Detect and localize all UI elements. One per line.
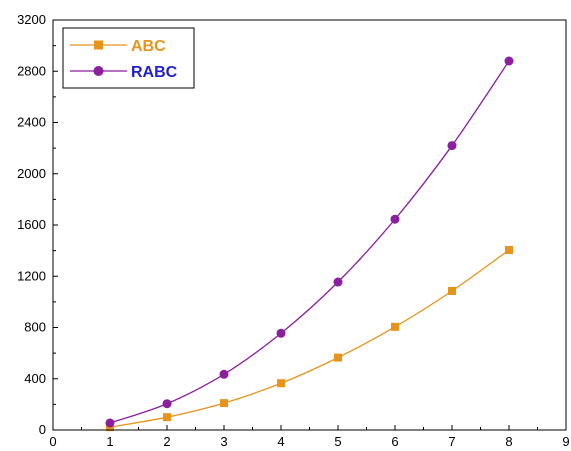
series-line-rabc xyxy=(109,60,510,424)
legend-label: RABC xyxy=(131,64,178,81)
y-tick-label: 3200 xyxy=(17,12,46,27)
data-point-rabc xyxy=(276,328,286,338)
y-tick-label: 0 xyxy=(39,422,46,437)
y-tick-label: 2000 xyxy=(17,166,46,181)
series-rabc xyxy=(105,56,514,428)
legend-marker xyxy=(94,40,103,50)
data-point-abc xyxy=(220,399,228,408)
data-point-rabc xyxy=(162,399,172,409)
x-tick-label: 0 xyxy=(49,434,56,449)
x-tick-label: 2 xyxy=(163,434,170,449)
x-tick-label: 5 xyxy=(334,434,341,449)
x-tick-label: 6 xyxy=(391,434,398,449)
x-tick-label: 8 xyxy=(505,434,512,449)
axis-ticks: 0 400 800 1200 1600 2000 2400 2800 3200 0 1 2 3 4 5 6 7 8… xyxy=(17,12,570,449)
data-point-abc xyxy=(391,322,399,331)
data-point-rabc xyxy=(447,141,457,151)
data-point-abc xyxy=(505,245,513,254)
legend: ABC RABC xyxy=(62,27,195,89)
y-tick-label: 800 xyxy=(24,320,46,335)
data-point-abc xyxy=(163,413,171,422)
y-tick-label: 1600 xyxy=(17,217,46,232)
legend-item-abc: ABC xyxy=(70,38,166,55)
x-tick-label: 1 xyxy=(106,434,113,449)
data-point-rabc xyxy=(333,277,343,287)
y-tick-label: 2800 xyxy=(17,63,46,78)
data-point-rabc xyxy=(219,369,229,379)
x-tick-label: 7 xyxy=(448,434,455,449)
legend-box xyxy=(62,27,195,89)
x-tick-label: 4 xyxy=(277,434,284,449)
plot-frame xyxy=(52,19,567,431)
series-layer xyxy=(105,56,514,432)
legend-marker xyxy=(93,66,104,76)
data-point-abc xyxy=(448,286,456,295)
data-point-abc xyxy=(277,379,285,388)
data-point-rabc xyxy=(504,56,514,66)
x-tick-label: 9 xyxy=(562,434,569,449)
legend-item-rabc: RABC xyxy=(70,64,178,81)
data-point-rabc xyxy=(105,418,115,428)
y-tick-label: 2400 xyxy=(17,115,46,130)
data-point-abc xyxy=(334,353,342,362)
data-point-rabc xyxy=(390,214,400,224)
y-tick-label: 400 xyxy=(24,371,46,386)
x-tick-label: 3 xyxy=(220,434,227,449)
legend-label: ABC xyxy=(131,38,166,55)
y-tick-label: 1200 xyxy=(17,268,46,283)
